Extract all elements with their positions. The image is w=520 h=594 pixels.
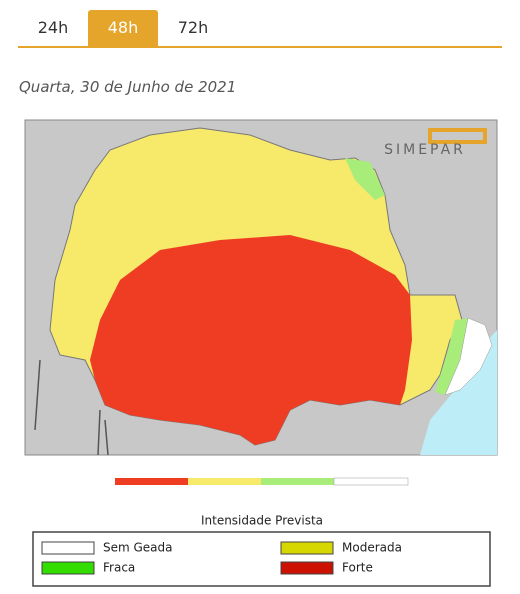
tab[interactable]: 72h: [177, 18, 209, 37]
legend-swatch: [280, 561, 334, 575]
legend-label: Sem Geada: [103, 541, 173, 555]
logo-mark: [428, 128, 487, 144]
legend-box: [32, 531, 491, 587]
logo: SIMEPAR: [384, 142, 466, 158]
region-weak: [435, 318, 470, 395]
legend-swatch: [280, 541, 334, 555]
region-strong: [90, 235, 412, 445]
legend-label: Moderada: [342, 541, 402, 555]
legend-label: Forte: [342, 561, 373, 575]
region-none: [444, 317, 493, 396]
river: [34, 359, 109, 456]
region-weak: [345, 158, 385, 200]
scale-segment: [115, 478, 188, 485]
legend-swatch: [41, 561, 95, 575]
legend-title: Intensidade Prevista: [201, 514, 323, 528]
scale-segment: [333, 477, 409, 486]
tab[interactable]: 48h: [88, 10, 158, 46]
legend-label: Fraca: [103, 561, 135, 575]
scale-segment: [188, 478, 261, 485]
scale-segment: [261, 478, 334, 485]
tab[interactable]: 24h: [37, 18, 69, 37]
tab-bar: 24h 48h 72h: [18, 10, 502, 48]
legend-swatch: [41, 541, 95, 555]
date: Quarta, 30 de Junho de 2021: [19, 78, 237, 96]
